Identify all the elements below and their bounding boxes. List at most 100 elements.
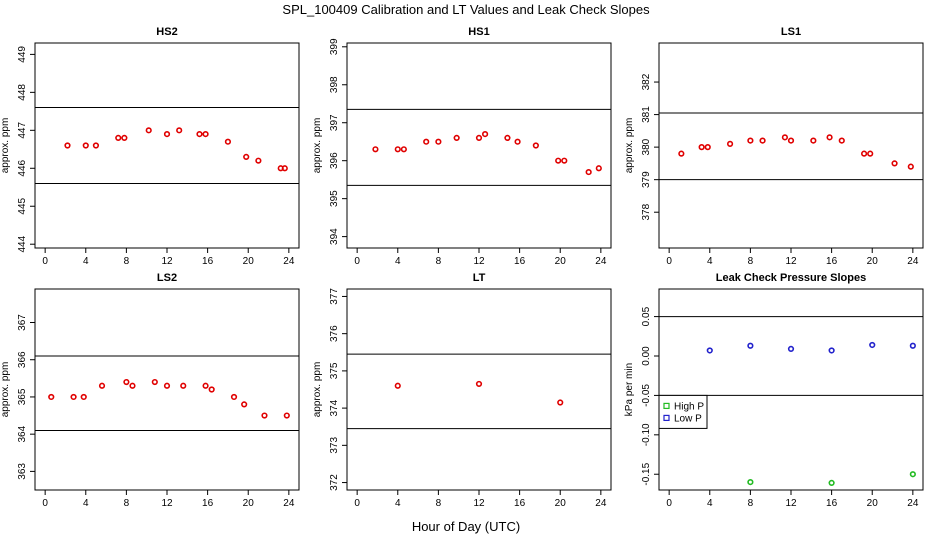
data-point [869,341,876,349]
y-tick-label: -0.15 [641,462,652,485]
chart-panel-1: HS2 approx. ppm 0 4 8 12 16 20 24 444 445 446 447 448… [0,26,300,267]
legend-box [658,394,708,429]
data-point [64,142,71,149]
figure-title: SPL_100409 Calibration and LT Values and… [282,2,650,17]
panel-title: LS1 [781,26,801,38]
y-tick-label: 446 [17,159,28,176]
data-point [261,412,268,419]
x-tick-label: 0 [666,498,672,509]
chart-panel-2: HS1 approx. ppm 0 4 8 12 16 20 24 394 395 396 397 398… [312,26,612,267]
y-axis-label: approx. ppm [0,118,11,174]
x-tick-label: 20 [555,498,567,509]
data-point [678,150,685,157]
y-tick-label: 378 [641,203,652,220]
legend-marker [663,402,670,410]
y-tick-label: 367 [17,314,28,331]
y-tick-label: 363 [17,463,28,480]
data-point [481,131,489,138]
data-point [48,393,55,401]
data-point [394,146,401,153]
x-tick-label: 0 [354,498,360,509]
y-tick-label: 444 [17,235,28,252]
data-point [70,393,77,401]
panel-title: HS1 [468,26,489,38]
data-point [747,342,754,349]
data-point [196,131,203,138]
x-tick-label: 20 [867,498,879,509]
x-tick-label: 0 [42,256,48,267]
plot-frame [34,288,300,491]
x-tick-label: 12 [161,498,173,509]
data-point [475,134,483,142]
data-point [80,393,87,401]
data-point [759,137,766,144]
data-point [704,144,711,151]
data-point [557,399,564,406]
y-tick-label: 447 [17,122,28,139]
x-tick-label: 0 [42,498,48,509]
data-point [891,160,898,167]
x-tick-label: 16 [514,498,526,509]
data-point [453,134,460,142]
y-tick-label: 397 [329,114,340,131]
panel-title: Leak Check Pressure Slopes [716,272,866,284]
plot-frame [346,288,612,491]
data-point [504,134,511,142]
data-point [435,138,442,145]
data-point [145,127,152,134]
data-point [828,347,835,354]
data-point [909,342,916,349]
data-point [810,137,817,144]
data-point [423,138,430,145]
x-tick-label: 16 [202,498,214,509]
data-point [283,412,290,419]
data-point [861,150,868,157]
data-point [698,144,705,151]
data-point [475,380,483,388]
y-tick-label: 399 [329,38,340,55]
plot-frame [34,42,300,249]
data-point [129,382,136,389]
data-point [867,150,874,157]
x-tick-label: 12 [785,256,797,267]
x-tick-label: 8 [436,498,442,509]
data-point [121,134,128,142]
data-point [92,142,100,149]
x-tick-label: 20 [555,256,567,267]
x-tick-label: 8 [436,256,442,267]
x-tick-label: 12 [473,256,485,267]
data-point [230,393,238,401]
x-tick-label: 20 [867,256,879,267]
data-point [909,471,916,478]
x-tick-label: 24 [283,498,295,509]
x-tick-label: 24 [907,256,919,267]
x-tick-label: 4 [395,498,401,509]
x-tick-label: 8 [748,256,754,267]
x-tick-label: 4 [83,256,89,267]
panel-title: HS2 [156,26,177,38]
data-point [241,401,248,408]
data-point [394,382,401,389]
x-tick-label: 20 [243,256,255,267]
y-axis-label: approx. ppm [0,362,11,418]
data-point [706,347,713,354]
plot-frame [658,42,924,249]
plot-frame [658,288,924,491]
data-point [163,382,171,389]
y-tick-label: 380 [641,138,652,155]
x-tick-label: 12 [161,256,173,267]
data-point [255,157,262,164]
x-tick-label: 8 [748,498,754,509]
x-tick-label: 24 [595,498,607,509]
y-tick-label: 449 [17,46,28,63]
chart-panel-4: LS2 approx. ppm 0 4 8 12 16 20 24 363 364 365 366 367 [0,272,300,509]
y-tick-label: 375 [329,362,340,379]
data-point [585,168,592,176]
data-point [907,163,914,170]
y-tick-label: 364 [17,425,28,442]
data-point [787,345,795,353]
chart-panel-5: LT approx. ppm 0 4 8 12 16 20 24 372 373 374 375 376 3… [312,272,612,509]
data-point [243,153,250,160]
y-tick-label: 374 [329,399,340,416]
